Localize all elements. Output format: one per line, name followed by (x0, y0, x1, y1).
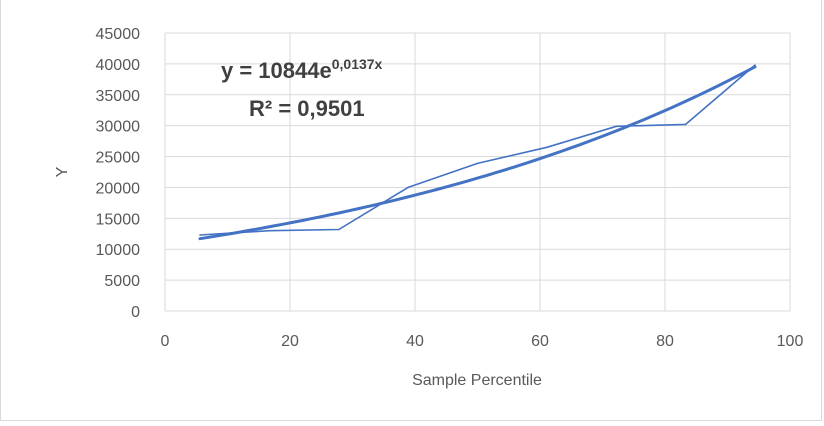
data-point (268, 229, 271, 232)
x-tick-label: 20 (281, 333, 299, 350)
data-point (337, 228, 340, 231)
x-axis-title: Sample Percentile (412, 372, 542, 389)
trendline-equation: y = 10844e0,0137x (221, 56, 383, 83)
gridlines (164, 32, 791, 312)
trendline-group (198, 65, 757, 241)
y-tick-label: 45000 (96, 26, 141, 43)
exponential-trendline (198, 65, 757, 241)
y-tick-label: 35000 (96, 88, 141, 105)
data-point (684, 123, 687, 126)
data-point (407, 186, 409, 189)
x-tick-label: 100 (777, 333, 804, 350)
y-tick-label: 15000 (96, 211, 141, 228)
y-axis-title: Y (54, 166, 71, 177)
series-line (199, 64, 756, 236)
data-series (199, 64, 756, 236)
y-tick-label: 20000 (96, 180, 141, 197)
y-tick-label: 40000 (96, 57, 141, 74)
data-point (476, 162, 479, 165)
x-tick-label: 0 (161, 333, 170, 350)
tick-labels: 0 5000 10000 15000 20000 25000 30000 35000 40000… (96, 26, 804, 350)
x-tick-label: 60 (531, 333, 549, 350)
data-point (199, 234, 201, 236)
x-tick-label: 40 (406, 333, 424, 350)
y-tick-label: 30000 (96, 119, 141, 136)
data-point (546, 146, 548, 149)
y-tick-label: 25000 (96, 150, 141, 167)
x-tick-label: 80 (656, 333, 674, 350)
y-tick-label: 0 (131, 304, 140, 321)
equation-exponent: 0,0137x (332, 56, 383, 72)
y-tick-label: 5000 (104, 273, 140, 290)
equation-base: y = 10844e (221, 58, 332, 83)
data-point (615, 125, 618, 128)
r-squared-label: R² = 0,9501 (249, 96, 365, 121)
y-tick-label: 10000 (96, 242, 141, 259)
